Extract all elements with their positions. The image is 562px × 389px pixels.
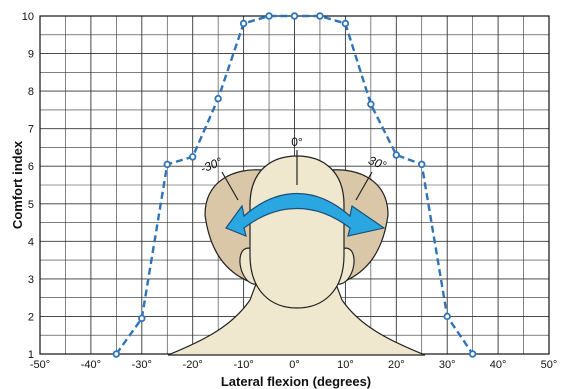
- x-tick-labels: -50° -40° -30° -20° -10° 0° 10° 20° 30° 40° 50°: [30, 359, 557, 371]
- data-point: [188, 153, 197, 161]
- data-point: [239, 19, 248, 28]
- flexion-arrow: [225, 192, 386, 237]
- y-tick-label: 3: [28, 274, 34, 286]
- x-tick-label: -30°: [132, 359, 152, 371]
- series: [112, 12, 477, 358]
- y-tick-label: 10: [22, 11, 34, 23]
- y-tick-label: 6: [28, 161, 34, 173]
- x-tick-label: 20°: [388, 359, 405, 371]
- data-point: [138, 314, 146, 323]
- x-tick-label: 50°: [541, 359, 558, 371]
- x-tick-label: -40°: [81, 359, 101, 371]
- indicator-line-right: [355, 171, 373, 201]
- indicator-line-left: [221, 171, 239, 201]
- data-point: [163, 160, 171, 169]
- y-tick-label: 4: [28, 236, 34, 248]
- x-tick-label: -20°: [183, 359, 203, 371]
- annotation-30: 30°: [366, 153, 388, 173]
- y-tick-label: 7: [28, 124, 34, 136]
- y-tick-label: 9: [28, 49, 34, 61]
- data-point: [443, 312, 451, 321]
- data-point: [265, 12, 273, 20]
- data-point: [214, 94, 222, 103]
- data-point: [418, 160, 426, 169]
- data-point: [392, 151, 400, 159]
- head-flexion-illustration: -30° 0° 30°: [167, 135, 426, 356]
- data-point: [468, 350, 477, 358]
- y-tick-label: 1: [28, 349, 34, 361]
- x-tick-label: 10°: [337, 359, 354, 371]
- data-point: [316, 12, 324, 20]
- data-point: [112, 350, 121, 358]
- y-axis-title: Comfort index: [10, 140, 25, 229]
- data-point: [341, 19, 350, 28]
- x-tick-label: 30°: [439, 359, 456, 371]
- x-tick-label: 0°: [289, 359, 300, 371]
- annotation-0: 0°: [291, 135, 303, 149]
- data-point: [290, 12, 299, 20]
- x-tick-label: -50°: [30, 359, 50, 371]
- y-tick-label: 8: [28, 86, 34, 98]
- y-tick-label: 5: [28, 199, 34, 211]
- head-front: [249, 155, 345, 309]
- y-tick-labels: 1 2 3 4 5 6 7 8 9 10: [22, 11, 34, 361]
- annotation-minus-30: -30°: [198, 154, 224, 175]
- data-point: [367, 100, 375, 108]
- y-tick-label: 2: [28, 311, 34, 323]
- x-axis-title: Lateral flexion (degrees): [221, 374, 371, 389]
- x-tick-label: -10°: [233, 359, 253, 371]
- x-tick-label: 40°: [490, 359, 507, 371]
